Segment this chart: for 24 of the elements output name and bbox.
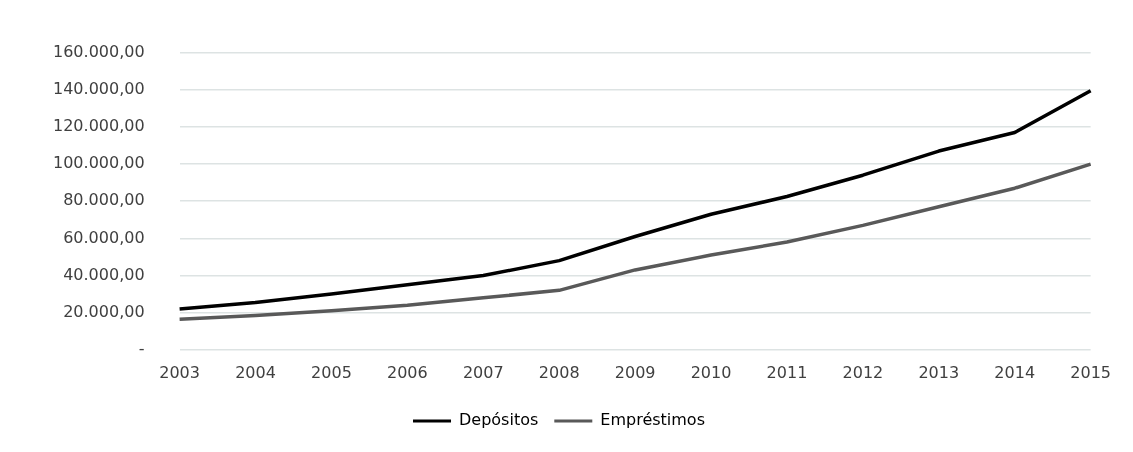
x-tick-label: 2008 — [538, 362, 580, 382]
y-tick-label: 40.000,00 — [63, 264, 145, 284]
y-tick-label: 140.000,00 — [53, 78, 145, 98]
x-tick-label: 2003 — [159, 362, 200, 382]
legend-label: Empréstimos — [600, 410, 705, 430]
x-tick-label: 2007 — [462, 362, 504, 382]
x-tick-label: 2014 — [994, 362, 1036, 382]
x-tick-label: 2012 — [842, 362, 884, 382]
y-tick-label: 20.000,00 — [63, 301, 145, 321]
x-tick-label: 2005 — [311, 362, 352, 382]
y-tick-label: 160.000,00 — [53, 41, 145, 61]
y-tick-label: 80.000,00 — [63, 190, 145, 210]
x-tick-label: 2006 — [387, 362, 428, 382]
legend-label: Depósitos — [459, 410, 539, 430]
y-tick-label: 120.000,00 — [53, 116, 145, 136]
y-tick-label: 100.000,00 — [53, 153, 145, 173]
y-tick-label: 60.000,00 — [63, 227, 145, 247]
x-tick-label: 2009 — [614, 362, 656, 382]
x-tick-label: 2011 — [766, 362, 808, 382]
y-tick-label: - — [138, 338, 145, 358]
x-tick-label: 2004 — [235, 362, 276, 382]
x-tick-label: 2015 — [1070, 362, 1111, 382]
x-tick-label: 2013 — [918, 362, 960, 382]
x-tick-label: 2010 — [690, 362, 732, 382]
